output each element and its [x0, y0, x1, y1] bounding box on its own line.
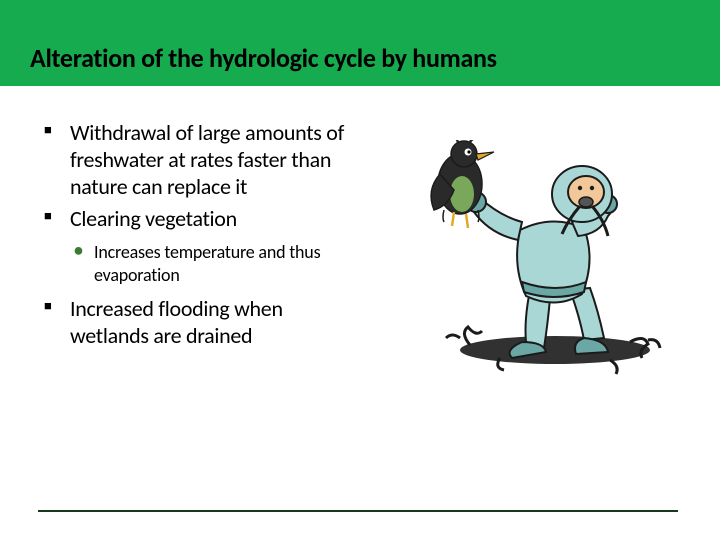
bullet-item: Increased flooding when wetlands are dra…: [40, 296, 355, 350]
illustration-svg: [380, 140, 690, 380]
content-area: Withdrawal of large amounts of freshwate…: [40, 120, 355, 356]
footer-rule: [38, 510, 678, 512]
header-band: Alteration of the hydrologic cycle by hu…: [0, 0, 720, 86]
bullet-text: Clearing vegetation: [70, 205, 237, 232]
bullet-item: Clearing vegetation Increases temperatur…: [40, 206, 355, 286]
sub-bullet-item: Increases temperature and thus evaporati…: [70, 241, 355, 286]
bullet-list: Withdrawal of large amounts of freshwate…: [40, 120, 355, 350]
diver-bird-illustration: [380, 140, 690, 380]
bullet-item: Withdrawal of large amounts of freshwate…: [40, 120, 355, 200]
sub-bullet-list: Increases temperature and thus evaporati…: [70, 241, 355, 286]
page-title: Alteration of the hydrologic cycle by hu…: [30, 42, 497, 74]
